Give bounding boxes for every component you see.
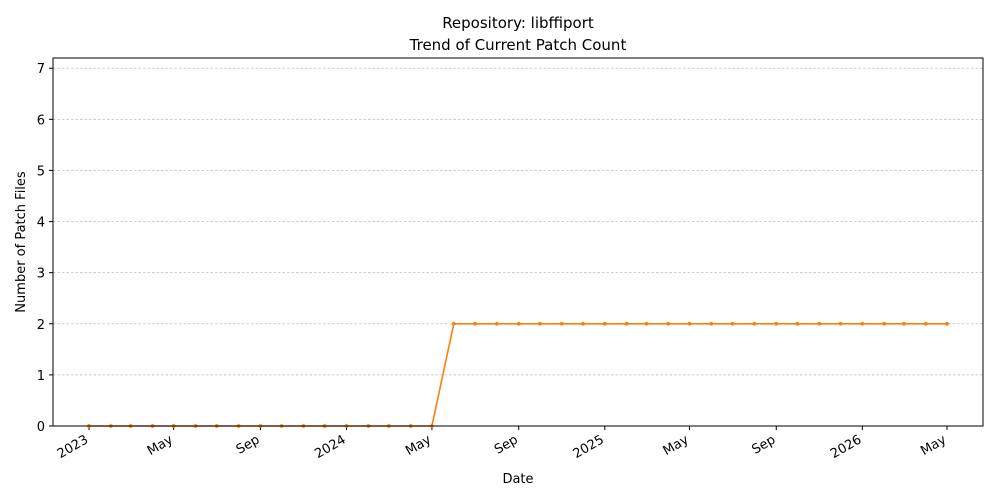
x-tick-label: Sep [234, 432, 263, 457]
plot-frame [52, 57, 984, 427]
data-point [516, 321, 521, 326]
x-tick-label: May [918, 432, 949, 459]
data-point [945, 321, 949, 326]
data-point [752, 321, 757, 326]
grid-lines [53, 67, 983, 376]
data-point [817, 321, 822, 326]
data-point [494, 321, 499, 326]
data-point [709, 321, 714, 326]
data-point [860, 321, 865, 326]
data-point [730, 321, 735, 326]
x-tick-label: May [403, 432, 434, 459]
x-tick-label: 2025 [571, 432, 607, 462]
y-tick-label: 1 [37, 369, 45, 384]
chart-title: Repository: libffiport [442, 14, 594, 32]
x-tick-label: May [661, 432, 692, 459]
y-tick-label: 2 [37, 318, 45, 333]
data-point [774, 321, 779, 326]
x-tick-label: Sep [492, 432, 521, 457]
x-axis-ticks: 2023 May Sep 2024 May Sep 2025 May Sep 2026 May [55, 426, 949, 462]
x-tick-label: 2023 [55, 432, 91, 462]
y-tick-label: 7 [37, 62, 45, 77]
data-point [624, 321, 629, 326]
x-tick-label: May [145, 432, 176, 459]
data-point [687, 321, 692, 326]
data-point [473, 321, 477, 326]
data-point [838, 321, 843, 326]
data-point [923, 321, 928, 326]
data-point [602, 321, 607, 326]
data-point [882, 321, 887, 326]
y-tick-label: 0 [37, 420, 45, 435]
data-point [559, 321, 564, 326]
x-tick-label: Sep [750, 432, 779, 457]
y-tick-label: 6 [37, 113, 45, 128]
y-axis-ticks: 0 1 2 3 4 5 6 7 [37, 62, 53, 435]
data-point [451, 321, 456, 326]
y-tick-label: 4 [37, 216, 45, 231]
x-tick-label: 2024 [312, 432, 348, 462]
data-point [644, 321, 649, 326]
x-axis-label: Date [502, 472, 533, 487]
data-point [666, 321, 671, 326]
x-tick-label: 2026 [828, 432, 864, 462]
chart-subtitle: Trend of Current Patch Count [409, 36, 627, 54]
data-point [537, 321, 542, 326]
data-point [795, 321, 800, 326]
y-axis-label: Number of Patch Files [14, 171, 29, 313]
data-point [902, 321, 906, 326]
y-tick-label: 5 [37, 164, 45, 179]
data-point [581, 321, 585, 326]
y-tick-label: 3 [37, 267, 45, 282]
